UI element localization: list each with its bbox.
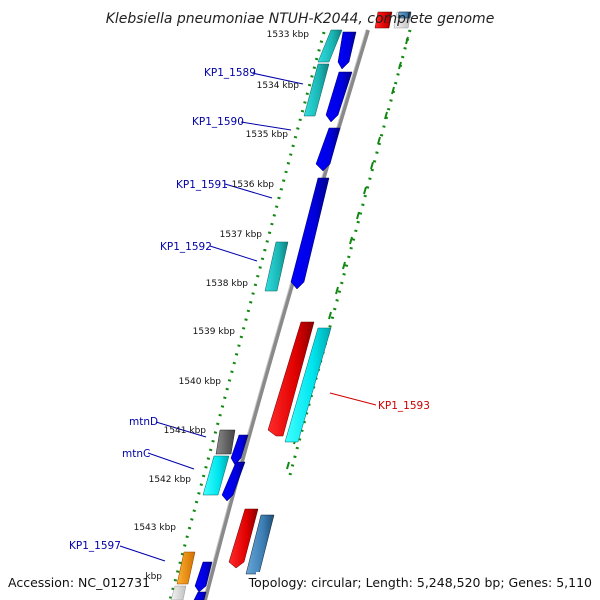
- gene-label-kp1-1590[interactable]: KP1_1590: [192, 116, 244, 128]
- gene-arrow[interactable]: [194, 561, 213, 593]
- genome-backbone: [203, 29, 370, 600]
- gene-arrow[interactable]: [290, 177, 330, 290]
- gene-label-mtnd[interactable]: mtnD: [129, 416, 158, 428]
- gene-arrow[interactable]: [267, 321, 315, 437]
- gene-label-mtnc[interactable]: mtnC: [122, 448, 150, 460]
- reverse-genes-teal: [264, 29, 343, 292]
- gene-arrow[interactable]: [317, 29, 343, 63]
- gene-arrow[interactable]: [284, 327, 332, 443]
- scale-label: 1535 kbp: [246, 130, 289, 140]
- scale-label: 1540 kbp: [179, 377, 222, 387]
- gene-arrow[interactable]: [221, 461, 246, 502]
- gene-arrow[interactable]: [264, 241, 289, 292]
- gene-arrow[interactable]: [397, 11, 412, 19]
- scale-label: 1533 kbp: [267, 30, 310, 40]
- gene-label-kp1-1592[interactable]: KP1_1592: [160, 241, 212, 253]
- gene-arrow[interactable]: [230, 434, 249, 466]
- gene-arrow[interactable]: [303, 63, 330, 117]
- gene-label-kp1-1589[interactable]: KP1_1589: [204, 67, 256, 79]
- gene-label-kp1-1591[interactable]: KP1_1591: [176, 179, 228, 191]
- scale-label: 1537 kbp: [220, 230, 263, 240]
- gene-arrow[interactable]: [170, 585, 187, 600]
- feature-block: [170, 11, 412, 600]
- genome-summary-text: Topology: circular; Length: 5,248,520 bp…: [248, 575, 592, 590]
- gene-arrow[interactable]: [215, 429, 236, 455]
- gene-arrow[interactable]: [228, 508, 259, 569]
- gene-arrow[interactable]: [374, 11, 393, 29]
- map-title: Klebsiella pneumoniae NTUH-K2044, comple…: [106, 11, 495, 27]
- gene-arrow[interactable]: [202, 455, 230, 496]
- gene-arrow[interactable]: [193, 591, 207, 600]
- gene-arrow[interactable]: [176, 551, 196, 585]
- gene-arrow[interactable]: [325, 71, 353, 123]
- accession-text: Accession: NC_012731: [8, 575, 150, 590]
- gene-arrow[interactable]: [337, 31, 357, 70]
- scale-label: 1534 kbp: [257, 81, 300, 91]
- scale-label: 1538 kbp: [206, 279, 249, 289]
- footer-left-bg: [4, 572, 144, 594]
- scale-label: 1536 kbp: [232, 180, 275, 190]
- footer-right-bg: [256, 572, 596, 594]
- genome-backbone-highlight: [202, 29, 367, 600]
- forward-genes: [193, 31, 357, 600]
- scale-label: 1542 kbp: [149, 475, 192, 485]
- gene-label-kp1-1593[interactable]: KP1_1593: [378, 400, 430, 412]
- gene-label-lines: [119, 72, 377, 562]
- gene-labels: KP1_1589 KP1_1590 KP1_1591 KP1_1592 KP1_…: [69, 67, 430, 552]
- scale-label: 1539 kbp: [193, 327, 236, 337]
- gene-label-kp1-1597[interactable]: KP1_1597: [69, 540, 121, 552]
- scale-label: 1543 kbp: [134, 523, 177, 533]
- gene-arrow[interactable]: [315, 127, 341, 172]
- scale-label: 1541 kbp: [164, 426, 207, 436]
- scale-labels: 1533 kbp 1534 kbp 1535 kbp 1536 kbp 1537…: [120, 30, 310, 582]
